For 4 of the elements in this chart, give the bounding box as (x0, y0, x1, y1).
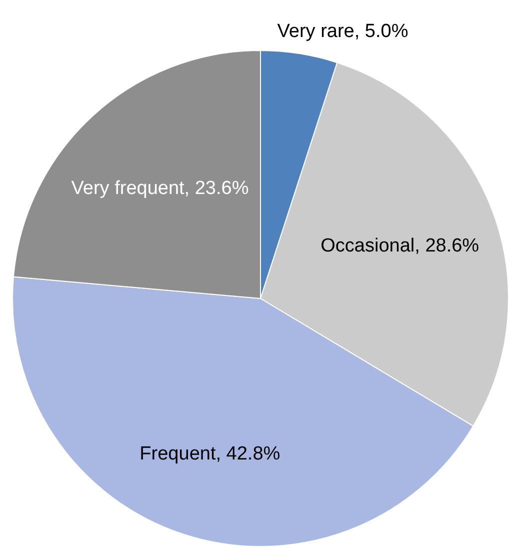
slice-label: Very frequent, 23.6% (71, 178, 249, 199)
slice-label: Frequent, 42.8% (140, 443, 280, 464)
slice-label: Very rare, 5.0% (277, 21, 408, 42)
slice-label: Occasional, 28.6% (320, 236, 480, 257)
